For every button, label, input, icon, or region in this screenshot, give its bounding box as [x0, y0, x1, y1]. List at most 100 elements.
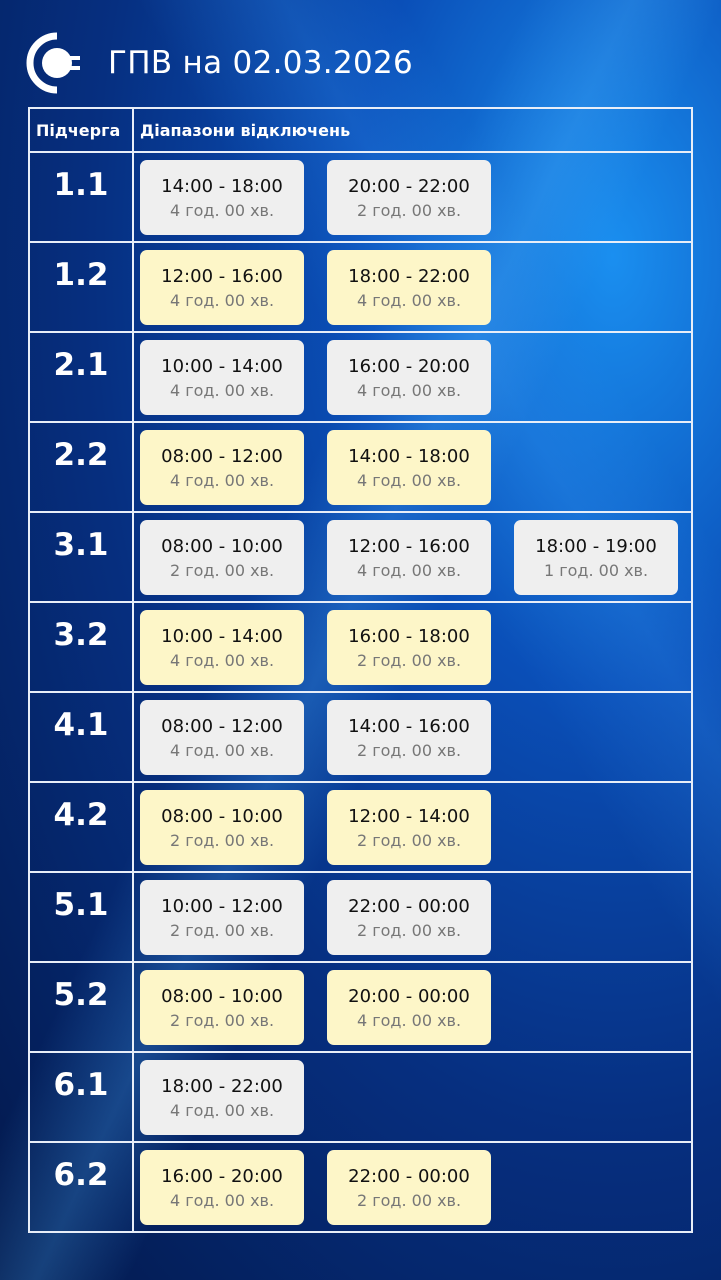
queue-label: 1.2 [28, 241, 134, 333]
queue-label: 1.1 [28, 151, 134, 243]
table-row: 6.2 16:00 - 20:00 4 год. 00 хв. 22:00 - 00:… [28, 1141, 693, 1233]
duration: 2 год. 00 хв. [356, 650, 462, 670]
time-range: 08:00 - 12:00 [161, 715, 283, 737]
header: ГПВ на 02.03.2026 [26, 28, 413, 98]
ranges-cell: 18:00 - 22:00 4 год. 00 хв. [132, 1051, 693, 1143]
queue-label: 5.1 [28, 871, 134, 963]
queue-label: 2.2 [28, 421, 134, 513]
ranges-cell: 16:00 - 20:00 4 год. 00 хв. 22:00 - 00:00 2… [132, 1141, 693, 1233]
time-range: 18:00 - 22:00 [348, 265, 470, 287]
ranges-cell: 08:00 - 12:00 4 год. 00 хв. 14:00 - 18:00 4… [132, 421, 693, 513]
time-range: 14:00 - 18:00 [348, 445, 470, 467]
time-range: 22:00 - 00:00 [348, 895, 470, 917]
outage-range-chip: 10:00 - 12:00 2 год. 00 хв. [140, 880, 304, 955]
duration: 4 год. 00 хв. [169, 1100, 275, 1120]
ranges-cell: 10:00 - 12:00 2 год. 00 хв. 22:00 - 00:00 2… [132, 871, 693, 963]
ranges-cell: 08:00 - 10:00 2 год. 00 хв. 12:00 - 16:00 4… [132, 511, 693, 603]
queue-label: 3.1 [28, 511, 134, 603]
outage-range-chip: 08:00 - 10:00 2 год. 00 хв. [140, 790, 304, 865]
outage-range-chip: 20:00 - 22:00 2 год. 00 хв. [327, 160, 491, 235]
duration: 2 год. 00 хв. [169, 830, 275, 850]
time-range: 22:00 - 00:00 [348, 1165, 470, 1187]
time-range: 20:00 - 00:00 [348, 985, 470, 1007]
time-range: 08:00 - 10:00 [161, 805, 283, 827]
duration: 2 год. 00 хв. [356, 740, 462, 760]
duration: 2 год. 00 хв. [356, 920, 462, 940]
outage-range-chip: 18:00 - 19:00 1 год. 00 хв. [514, 520, 678, 595]
ranges-cell: 08:00 - 10:00 2 год. 00 хв. 12:00 - 14:00 2… [132, 781, 693, 873]
time-range: 16:00 - 18:00 [348, 625, 470, 647]
outage-range-chip: 08:00 - 10:00 2 год. 00 хв. [140, 520, 304, 595]
duration: 2 год. 00 хв. [169, 560, 275, 580]
duration: 2 год. 00 хв. [169, 920, 275, 940]
table-row: 3.2 10:00 - 14:00 4 год. 00 хв. 16:00 - 18:… [28, 601, 693, 693]
table-row: 1.2 12:00 - 16:00 4 год. 00 хв. 18:00 - 22:… [28, 241, 693, 333]
queue-label: 6.1 [28, 1051, 134, 1143]
duration: 4 год. 00 хв. [169, 290, 275, 310]
time-range: 10:00 - 12:00 [161, 895, 283, 917]
outage-range-chip: 20:00 - 00:00 4 год. 00 хв. [327, 970, 491, 1045]
time-range: 18:00 - 19:00 [535, 535, 657, 557]
duration: 4 год. 00 хв. [356, 290, 462, 310]
table-row: 5.2 08:00 - 10:00 2 год. 00 хв. 20:00 - 00:… [28, 961, 693, 1053]
duration: 4 год. 00 хв. [169, 380, 275, 400]
page-title: ГПВ на 02.03.2026 [108, 45, 414, 81]
outage-range-chip: 18:00 - 22:00 4 год. 00 хв. [140, 1060, 304, 1135]
outage-range-chip: 12:00 - 16:00 4 год. 00 хв. [140, 250, 304, 325]
time-range: 08:00 - 12:00 [161, 445, 283, 467]
time-range: 14:00 - 16:00 [348, 715, 470, 737]
duration: 4 год. 00 хв. [356, 470, 462, 490]
time-range: 16:00 - 20:00 [348, 355, 470, 377]
duration: 4 год. 00 хв. [169, 200, 275, 220]
ranges-cell: 10:00 - 14:00 4 год. 00 хв. 16:00 - 18:00 2… [132, 601, 693, 693]
duration: 2 год. 00 хв. [356, 200, 462, 220]
outage-range-chip: 22:00 - 00:00 2 год. 00 хв. [327, 880, 491, 955]
ranges-cell: 14:00 - 18:00 4 год. 00 хв. 20:00 - 22:00 2… [132, 151, 693, 243]
outage-range-chip: 08:00 - 10:00 2 год. 00 хв. [140, 970, 304, 1045]
outage-range-chip: 18:00 - 22:00 4 год. 00 хв. [327, 250, 491, 325]
outage-range-chip: 22:00 - 00:00 2 год. 00 хв. [327, 1150, 491, 1225]
queue-label: 3.2 [28, 601, 134, 693]
time-range: 08:00 - 10:00 [161, 535, 283, 557]
duration: 4 год. 00 хв. [356, 380, 462, 400]
outage-range-chip: 10:00 - 14:00 4 год. 00 хв. [140, 340, 304, 415]
duration: 4 год. 00 хв. [169, 740, 275, 760]
queue-column-header: Підчерга [28, 107, 134, 153]
queue-label: 2.1 [28, 331, 134, 423]
table-row: 1.1 14:00 - 18:00 4 год. 00 хв. 20:00 - 22:… [28, 151, 693, 243]
table-row: 2.1 10:00 - 14:00 4 год. 00 хв. 16:00 - 20:… [28, 331, 693, 423]
table-row: 4.2 08:00 - 10:00 2 год. 00 хв. 12:00 - 14:… [28, 781, 693, 873]
outage-range-chip: 12:00 - 14:00 2 год. 00 хв. [327, 790, 491, 865]
duration: 4 год. 00 хв. [169, 650, 275, 670]
time-range: 12:00 - 16:00 [161, 265, 283, 287]
outage-range-chip: 16:00 - 18:00 2 год. 00 хв. [327, 610, 491, 685]
table-row: 4.1 08:00 - 12:00 4 год. 00 хв. 14:00 - 16:… [28, 691, 693, 783]
table-row: 3.1 08:00 - 10:00 2 год. 00 хв. 12:00 - 16:… [28, 511, 693, 603]
queue-label: 5.2 [28, 961, 134, 1053]
time-range: 08:00 - 10:00 [161, 985, 283, 1007]
table-row: 6.1 18:00 - 22:00 4 год. 00 хв. [28, 1051, 693, 1143]
ranges-cell: 08:00 - 12:00 4 год. 00 хв. 14:00 - 16:00 2… [132, 691, 693, 783]
duration: 2 год. 00 хв. [169, 1010, 275, 1030]
duration: 2 год. 00 хв. [356, 830, 462, 850]
ranges-column-header: Діапазони відключень [132, 107, 693, 153]
time-range: 10:00 - 14:00 [161, 355, 283, 377]
table-row: 5.1 10:00 - 12:00 2 год. 00 хв. 22:00 - 00:… [28, 871, 693, 963]
outage-range-chip: 16:00 - 20:00 4 год. 00 хв. [140, 1150, 304, 1225]
duration: 4 год. 00 хв. [356, 1010, 462, 1030]
plug-logo-icon [26, 32, 80, 94]
queue-label: 4.2 [28, 781, 134, 873]
time-range: 12:00 - 16:00 [348, 535, 470, 557]
time-range: 16:00 - 20:00 [161, 1165, 283, 1187]
ranges-cell: 10:00 - 14:00 4 год. 00 хв. 16:00 - 20:00 4… [132, 331, 693, 423]
duration: 1 год. 00 хв. [543, 560, 649, 580]
time-range: 10:00 - 14:00 [161, 625, 283, 647]
table-row: 2.2 08:00 - 12:00 4 год. 00 хв. 14:00 - 18:… [28, 421, 693, 513]
outage-range-chip: 16:00 - 20:00 4 год. 00 хв. [327, 340, 491, 415]
duration: 4 год. 00 хв. [169, 1190, 275, 1210]
outage-range-chip: 08:00 - 12:00 4 год. 00 хв. [140, 430, 304, 505]
queue-label: 4.1 [28, 691, 134, 783]
ranges-cell: 08:00 - 10:00 2 год. 00 хв. 20:00 - 00:00 4… [132, 961, 693, 1053]
outage-range-chip: 14:00 - 18:00 4 год. 00 хв. [327, 430, 491, 505]
ranges-cell: 12:00 - 16:00 4 год. 00 хв. 18:00 - 22:00 4… [132, 241, 693, 333]
